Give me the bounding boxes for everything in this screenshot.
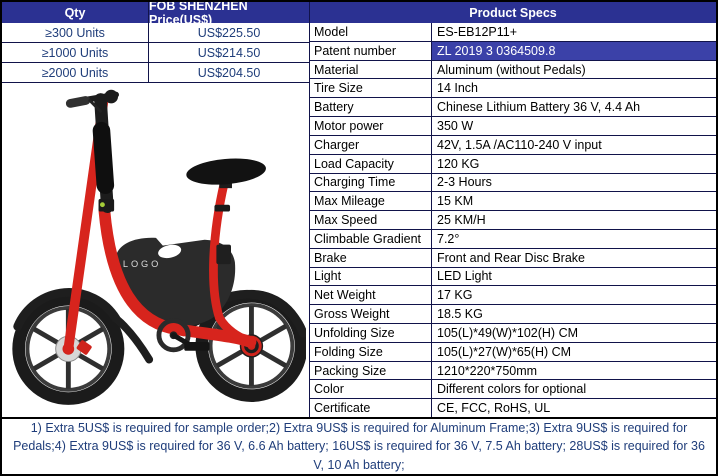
spec-table-title: Product Specs — [310, 2, 716, 23]
price-table-header: Qty FOB SHENZHEN Price(US$) — [2, 0, 309, 27]
spec-row-brake: Brake Front and Rear Disc Brake — [310, 248, 716, 268]
spec-row-net-weight: Net Weight 17 KG — [310, 286, 716, 306]
spec-value: 15 KM — [437, 194, 474, 209]
spec-label: Color — [310, 380, 432, 399]
spec-row-certificate: Certificate CE, FCC, RoHS, UL — [310, 399, 716, 418]
spec-label: Net Weight — [310, 286, 432, 305]
spec-label: Unfolding Size — [310, 324, 432, 342]
spec-row-tire-size: Tire Size 14 Inch — [310, 79, 716, 99]
spec-value: Chinese Lithium Battery 36 V, 4.4 Ah — [437, 100, 641, 115]
spec-label: Model — [310, 23, 432, 41]
spec-value: Different colors for optional — [437, 382, 587, 397]
qty-value: ≥300 Units — [2, 23, 149, 42]
spec-row-unfolding-size: Unfolding Size 105(L)*49(W)*102(H) CM — [310, 324, 716, 343]
spec-value: 2-3 Hours — [437, 175, 492, 190]
spec-label: Load Capacity — [310, 154, 432, 173]
spec-value: 14 Inch — [437, 81, 479, 96]
spec-value: 1210*220*750mm — [437, 363, 538, 378]
spec-label: Motor power — [310, 117, 432, 135]
price-row: ≥1000 Units US$214.50 — [2, 43, 309, 63]
spec-label: Charging Time — [310, 173, 432, 192]
spec-row-battery: Battery Chinese Lithium Battery 36 V, 4.… — [310, 98, 716, 118]
spec-value: CE, FCC, RoHS, UL — [437, 401, 551, 416]
spec-label: Folding Size — [310, 342, 432, 361]
spec-label: Brake — [310, 248, 432, 267]
footnote: 1) Extra 5US$ is required for sample ord… — [2, 417, 716, 474]
qty-value: ≥1000 Units — [2, 43, 149, 62]
product-image: LOGO — [11, 89, 306, 405]
spec-label: Gross Weight — [310, 305, 432, 323]
spec-row-gross-weight: Gross Weight 18.5 KG — [310, 305, 716, 324]
spec-value: 18.5 KG — [437, 307, 483, 322]
spec-row-motor-power: Motor power 350 W — [310, 117, 716, 136]
spec-label: Charger — [310, 135, 432, 154]
spec-table: Product Specs Model ES-EB12P11+ Patent n… — [310, 2, 716, 418]
product-image-cell: LOGO — [2, 83, 309, 417]
price-value: US$204.50 — [197, 65, 261, 80]
spec-label: Packing Size — [310, 361, 432, 380]
price-value: US$225.50 — [197, 25, 261, 40]
spec-value-highlighted: ZL 2019 3 0364509.8 — [432, 41, 716, 60]
spec-row-charging-time: Charging Time 2-3 Hours — [310, 173, 716, 193]
spec-row-material: Material Aluminum (without Pedals) — [310, 60, 716, 80]
spec-row-patent-number: Patent number ZL 2019 3 0364509.8 — [310, 41, 716, 61]
spec-value: LED Light — [437, 269, 492, 284]
spec-label: Light — [310, 267, 432, 286]
spec-value: 25 KM/H — [437, 213, 486, 228]
spec-value: 7.2° — [437, 231, 460, 246]
spec-label: Climbable Gradient — [310, 229, 432, 248]
spec-row-packing-size: Packing Size 1210*220*750mm — [310, 361, 716, 381]
logo-text: LOGO — [122, 259, 160, 269]
spec-value: 120 KG — [437, 156, 480, 171]
spec-row-light: Light LED Light — [310, 267, 716, 287]
spec-value: 105(L)*49(W)*102(H) CM — [437, 325, 579, 340]
logo-panel — [115, 237, 235, 327]
spec-row-charger: Charger 42V, 1.5A /AC110-240 V input — [310, 135, 716, 155]
fob-price-header: FOB SHENZHEN Price(US$) — [149, 0, 248, 27]
spec-value: ES-EB12P11+ — [437, 24, 518, 39]
spec-value: 350 W — [437, 118, 474, 133]
price-row: ≥2000 Units US$204.50 — [2, 63, 309, 83]
top-section: Qty FOB SHENZHEN Price(US$) ≥300 Units U… — [2, 2, 716, 418]
spec-value: Aluminum (without Pedals) — [437, 62, 586, 77]
spec-label: Tire Size — [310, 79, 432, 98]
spec-row-folding-size: Folding Size 105(L)*27(W)*65(H) CM — [310, 342, 716, 362]
spec-row-max-speed: Max Speed 25 KM/H — [310, 211, 716, 230]
price-value: US$214.50 — [197, 45, 261, 60]
spec-row-color: Color Different colors for optional — [310, 380, 716, 400]
spec-label: Max Mileage — [310, 192, 432, 211]
spec-row-load-capacity: Load Capacity 120 KG — [310, 154, 716, 174]
spec-value: 105(L)*27(W)*65(H) CM — [437, 344, 572, 359]
spec-label: Battery — [310, 98, 432, 117]
qty-value: ≥2000 Units — [2, 63, 149, 82]
price-row: ≥300 Units US$225.50 — [2, 23, 309, 43]
spec-label: Certificate — [310, 399, 432, 418]
spec-label: Max Speed — [310, 211, 432, 229]
spec-label: Patent number — [310, 41, 432, 60]
spec-row-model: Model ES-EB12P11+ — [310, 23, 716, 42]
spec-row-max-mileage: Max Mileage 15 KM — [310, 192, 716, 212]
spec-value: 42V, 1.5A /AC110-240 V input — [437, 137, 602, 152]
spec-value: 17 KG — [437, 288, 473, 303]
spec-row-climbable-gradient: Climbable Gradient 7.2° — [310, 229, 716, 249]
qty-header: Qty — [2, 2, 149, 23]
left-column: Qty FOB SHENZHEN Price(US$) ≥300 Units U… — [2, 2, 310, 417]
spec-label: Material — [310, 60, 432, 79]
spec-value: Front and Rear Disc Brake — [437, 250, 585, 265]
